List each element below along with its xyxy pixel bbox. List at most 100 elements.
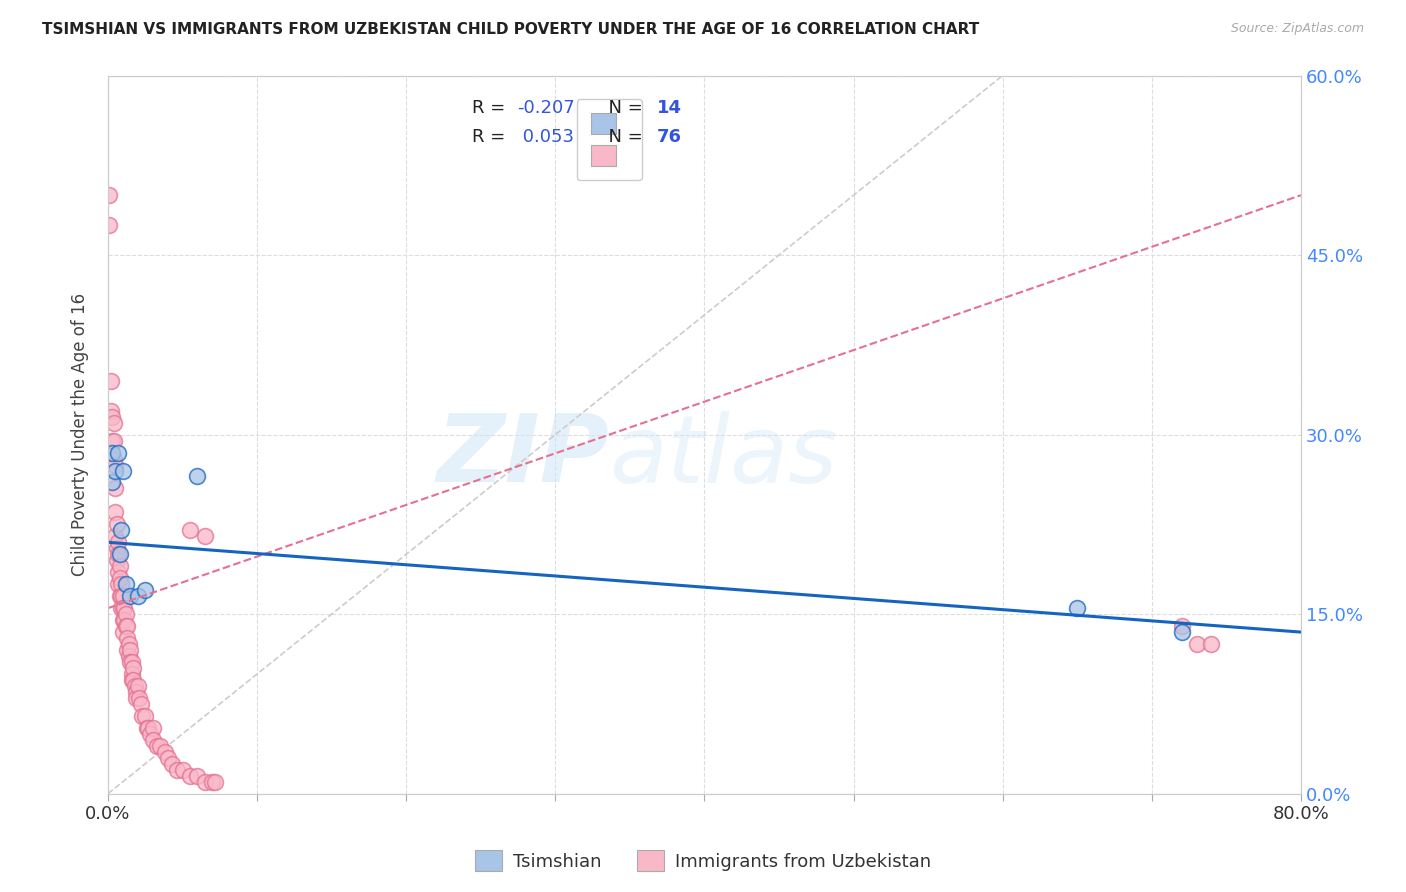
Point xyxy=(179,769,201,783)
Point xyxy=(104,529,127,543)
Point xyxy=(118,637,141,651)
Point xyxy=(160,756,183,771)
Point xyxy=(107,577,129,591)
Point xyxy=(135,721,157,735)
Text: -0.207: -0.207 xyxy=(517,99,575,117)
Text: N =: N = xyxy=(598,99,648,117)
Point xyxy=(129,697,152,711)
Point xyxy=(121,655,143,669)
Point xyxy=(111,625,134,640)
Point xyxy=(105,553,128,567)
Point xyxy=(121,667,143,681)
Point xyxy=(142,732,165,747)
Point xyxy=(104,463,127,477)
Point xyxy=(179,524,201,538)
Point xyxy=(117,619,139,633)
Point xyxy=(110,577,132,591)
Point xyxy=(204,774,226,789)
Point xyxy=(110,589,132,603)
Point xyxy=(98,188,121,202)
Point xyxy=(127,679,149,693)
Legend: , : , xyxy=(576,99,641,180)
Point xyxy=(153,745,176,759)
Text: 0.053: 0.053 xyxy=(517,128,574,145)
Point xyxy=(101,475,124,490)
Point xyxy=(103,434,125,448)
Point xyxy=(101,409,124,424)
Point xyxy=(112,601,135,615)
Text: N =: N = xyxy=(598,128,648,145)
Point xyxy=(105,541,128,556)
Point xyxy=(112,613,135,627)
Point xyxy=(115,607,138,621)
Point xyxy=(125,690,148,705)
Point xyxy=(117,643,139,657)
Point xyxy=(111,601,134,615)
Text: Source: ZipAtlas.com: Source: ZipAtlas.com xyxy=(1230,22,1364,36)
Point xyxy=(122,673,145,687)
Point xyxy=(105,517,128,532)
Point xyxy=(115,577,138,591)
Text: TSIMSHIAN VS IMMIGRANTS FROM UZBEKISTAN CHILD POVERTY UNDER THE AGE OF 16 CORREL: TSIMSHIAN VS IMMIGRANTS FROM UZBEKISTAN … xyxy=(42,22,980,37)
Point xyxy=(172,763,194,777)
Point xyxy=(101,445,124,459)
Point xyxy=(118,648,141,663)
Text: R =: R = xyxy=(472,128,510,145)
Text: ZIP: ZIP xyxy=(436,410,609,502)
Point xyxy=(110,601,132,615)
Y-axis label: Child Poverty Under the Age of 16: Child Poverty Under the Age of 16 xyxy=(72,293,89,576)
Point xyxy=(136,721,159,735)
Point xyxy=(1201,637,1223,651)
Point xyxy=(186,769,208,783)
Point xyxy=(1066,601,1088,615)
Point xyxy=(120,655,142,669)
Point xyxy=(120,643,142,657)
Point xyxy=(103,451,125,466)
Point xyxy=(201,774,224,789)
Point xyxy=(108,571,131,585)
Point xyxy=(115,619,138,633)
Point xyxy=(100,403,122,417)
Text: R =: R = xyxy=(472,99,510,117)
Point xyxy=(1170,625,1192,640)
Point xyxy=(100,374,122,388)
Point xyxy=(101,434,124,448)
Point xyxy=(104,458,127,472)
Point xyxy=(134,709,156,723)
Point xyxy=(127,589,149,603)
Point xyxy=(194,529,217,543)
Point xyxy=(125,685,148,699)
Point xyxy=(111,463,134,477)
Point xyxy=(110,524,132,538)
Point xyxy=(107,535,129,549)
Text: 14: 14 xyxy=(657,99,682,117)
Point xyxy=(104,482,127,496)
Point xyxy=(166,763,188,777)
Point xyxy=(104,505,127,519)
Text: 76: 76 xyxy=(657,128,682,145)
Point xyxy=(128,690,150,705)
Point xyxy=(108,559,131,574)
Point xyxy=(103,416,125,430)
Point xyxy=(111,589,134,603)
Legend: Tsimshian, Immigrants from Uzbekistan: Tsimshian, Immigrants from Uzbekistan xyxy=(467,843,939,879)
Point xyxy=(186,469,208,483)
Point xyxy=(1185,637,1208,651)
Point xyxy=(1170,619,1192,633)
Point xyxy=(142,721,165,735)
Point xyxy=(107,566,129,580)
Point xyxy=(122,661,145,675)
Point xyxy=(149,739,172,753)
Point xyxy=(139,727,162,741)
Text: atlas: atlas xyxy=(609,410,837,501)
Point xyxy=(134,583,156,598)
Point xyxy=(117,631,139,645)
Point xyxy=(131,709,153,723)
Point xyxy=(124,679,146,693)
Point xyxy=(108,589,131,603)
Point xyxy=(120,589,142,603)
Point xyxy=(111,613,134,627)
Point xyxy=(107,445,129,459)
Point xyxy=(121,673,143,687)
Point xyxy=(156,751,179,765)
